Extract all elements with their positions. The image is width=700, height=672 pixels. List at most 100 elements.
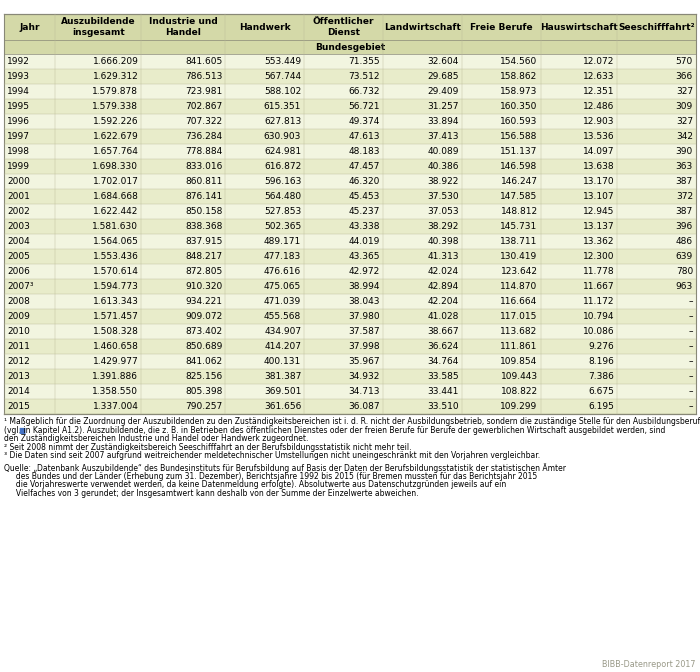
Text: 31.257: 31.257 bbox=[427, 102, 458, 111]
Text: 1.613.343: 1.613.343 bbox=[92, 297, 139, 306]
Text: 934.221: 934.221 bbox=[186, 297, 223, 306]
Text: 113.682: 113.682 bbox=[500, 327, 538, 336]
Text: Auszubildende
insgesamt: Auszubildende insgesamt bbox=[61, 17, 136, 37]
Text: 11.778: 11.778 bbox=[582, 267, 614, 276]
Text: 7.386: 7.386 bbox=[588, 372, 614, 381]
Text: 848.217: 848.217 bbox=[186, 252, 223, 261]
Text: den Zuständigkeitsbereichen Industrie und Handel oder Handwerk zugeordnet.: den Zuständigkeitsbereichen Industrie un… bbox=[4, 434, 309, 443]
Text: 37.413: 37.413 bbox=[427, 132, 458, 141]
Text: 780: 780 bbox=[676, 267, 693, 276]
Text: 838.368: 838.368 bbox=[185, 222, 223, 231]
Bar bbox=[4, 369, 696, 384]
Bar bbox=[304, 14, 383, 40]
Text: 2006: 2006 bbox=[7, 267, 30, 276]
Text: 616.872: 616.872 bbox=[264, 162, 301, 171]
Text: 123.642: 123.642 bbox=[500, 267, 538, 276]
Text: 833.016: 833.016 bbox=[185, 162, 223, 171]
Text: 1.429.977: 1.429.977 bbox=[92, 357, 139, 366]
Text: 1992: 1992 bbox=[7, 57, 30, 66]
Text: 363: 363 bbox=[676, 162, 693, 171]
Text: 108.822: 108.822 bbox=[500, 387, 538, 396]
Text: 627.813: 627.813 bbox=[264, 117, 301, 126]
Text: die Vorjahreswerte verwendet werden, da keine Datenmeldung erfolgte). Absolutwer: die Vorjahreswerte verwendet werden, da … bbox=[4, 480, 506, 489]
Text: 786.513: 786.513 bbox=[185, 72, 223, 81]
Text: Seeschifffahrt²: Seeschifffahrt² bbox=[618, 22, 695, 32]
Text: 910.320: 910.320 bbox=[186, 282, 223, 291]
Bar bbox=[4, 204, 696, 219]
Text: 13.170: 13.170 bbox=[582, 177, 614, 186]
Text: Jahr: Jahr bbox=[20, 22, 40, 32]
Text: 2000: 2000 bbox=[7, 177, 30, 186]
Text: 12.072: 12.072 bbox=[583, 57, 614, 66]
Text: 9.276: 9.276 bbox=[589, 342, 614, 351]
Text: 116.664: 116.664 bbox=[500, 297, 538, 306]
Text: 489.171: 489.171 bbox=[264, 237, 301, 246]
Text: 6.195: 6.195 bbox=[588, 402, 614, 411]
Text: 145.731: 145.731 bbox=[500, 222, 538, 231]
Text: 32.604: 32.604 bbox=[428, 57, 458, 66]
Text: 151.137: 151.137 bbox=[500, 147, 538, 156]
Text: 40.398: 40.398 bbox=[427, 237, 458, 246]
Text: 40.386: 40.386 bbox=[427, 162, 458, 171]
Text: 1995: 1995 bbox=[7, 102, 30, 111]
Text: 1.666.209: 1.666.209 bbox=[92, 57, 139, 66]
Text: 34.932: 34.932 bbox=[349, 372, 380, 381]
Text: 1.581.630: 1.581.630 bbox=[92, 222, 139, 231]
Text: –: – bbox=[689, 297, 693, 306]
Text: 34.713: 34.713 bbox=[349, 387, 380, 396]
Text: 41.313: 41.313 bbox=[427, 252, 458, 261]
Text: 381.387: 381.387 bbox=[264, 372, 301, 381]
Bar bbox=[4, 219, 696, 234]
Text: 502.365: 502.365 bbox=[264, 222, 301, 231]
Text: Quelle: „Datenbank Auszubildende“ des Bundesinstituts für Berufsbildung auf Basi: Quelle: „Datenbank Auszubildende“ des Bu… bbox=[4, 463, 566, 473]
Text: 37.053: 37.053 bbox=[427, 207, 458, 216]
Text: 805.398: 805.398 bbox=[185, 387, 223, 396]
Text: 390: 390 bbox=[676, 147, 693, 156]
Text: in Kapitel A1.2). Auszubildende, die z. B. in Betrieben des öffentlichen Dienste: in Kapitel A1.2). Auszubildende, die z. … bbox=[20, 425, 665, 435]
Text: 33.441: 33.441 bbox=[428, 387, 458, 396]
Text: 33.510: 33.510 bbox=[427, 402, 458, 411]
Text: 160.350: 160.350 bbox=[500, 102, 538, 111]
Text: 73.512: 73.512 bbox=[349, 72, 380, 81]
Text: 42.024: 42.024 bbox=[428, 267, 458, 276]
Text: 1.594.773: 1.594.773 bbox=[92, 282, 139, 291]
Text: (vgl.: (vgl. bbox=[4, 425, 23, 435]
Bar bbox=[4, 384, 696, 399]
Text: 37.587: 37.587 bbox=[349, 327, 380, 336]
Text: 736.284: 736.284 bbox=[186, 132, 223, 141]
Text: 1.564.065: 1.564.065 bbox=[92, 237, 139, 246]
Text: ■: ■ bbox=[18, 425, 26, 435]
Text: 476.616: 476.616 bbox=[264, 267, 301, 276]
Text: 1999: 1999 bbox=[7, 162, 30, 171]
Text: 1.592.226: 1.592.226 bbox=[92, 117, 139, 126]
Text: 11.172: 11.172 bbox=[582, 297, 614, 306]
Text: 33.894: 33.894 bbox=[427, 117, 458, 126]
Text: 615.351: 615.351 bbox=[264, 102, 301, 111]
Text: 1.553.436: 1.553.436 bbox=[92, 252, 139, 261]
Text: 841.062: 841.062 bbox=[186, 357, 223, 366]
Text: 327: 327 bbox=[676, 117, 693, 126]
Bar bbox=[462, 14, 540, 40]
Text: 471.039: 471.039 bbox=[264, 297, 301, 306]
Text: 12.351: 12.351 bbox=[582, 87, 614, 96]
Text: 146.247: 146.247 bbox=[500, 177, 538, 186]
Bar bbox=[4, 54, 696, 69]
Text: 1993: 1993 bbox=[7, 72, 30, 81]
Text: 43.338: 43.338 bbox=[349, 222, 380, 231]
Text: 2008: 2008 bbox=[7, 297, 30, 306]
Text: 148.812: 148.812 bbox=[500, 207, 538, 216]
Text: 38.922: 38.922 bbox=[428, 177, 458, 186]
Text: 109.299: 109.299 bbox=[500, 402, 538, 411]
Text: Vielfaches von 3 gerundet; der Insgesamtwert kann deshalb von der Summe der Einz: Vielfaches von 3 gerundet; der Insgesamt… bbox=[4, 489, 419, 497]
Text: 2013: 2013 bbox=[7, 372, 30, 381]
Text: BIBB-Datenreport 2017: BIBB-Datenreport 2017 bbox=[603, 660, 696, 669]
Text: 564.480: 564.480 bbox=[264, 192, 301, 201]
Text: 1.698.330: 1.698.330 bbox=[92, 162, 139, 171]
Text: 2011: 2011 bbox=[7, 342, 30, 351]
Text: Bundesgebiet: Bundesgebiet bbox=[315, 42, 385, 52]
Text: 12.633: 12.633 bbox=[582, 72, 614, 81]
Text: 1.657.764: 1.657.764 bbox=[92, 147, 139, 156]
Bar bbox=[4, 99, 696, 114]
Bar bbox=[4, 309, 696, 324]
Bar bbox=[4, 294, 696, 309]
